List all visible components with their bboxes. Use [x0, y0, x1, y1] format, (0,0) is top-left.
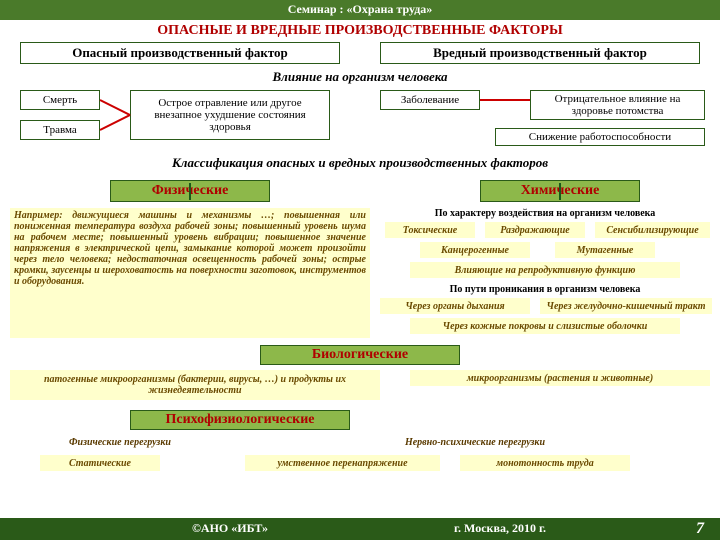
acute-box: Острое отравление или другое внезапное у… — [130, 90, 330, 140]
mental: умственное перенапряжение — [245, 455, 440, 471]
irritating: Раздражающие — [485, 222, 585, 238]
influence-title: Влияние на организм человека — [0, 68, 720, 86]
mutagenic: Мутагенные — [555, 242, 655, 258]
physical-header: Физические — [110, 180, 270, 202]
phys-overload: Физические перегрузки — [30, 435, 210, 449]
harmful-factor: Вредный производственный фактор — [380, 42, 700, 64]
biological-header: Биологические — [260, 345, 460, 365]
footer-bar: ©АНО «ИБТ» г. Москва, 2010 г. 7 — [0, 518, 720, 540]
nerv-overload: Нервно-психические перегрузки — [350, 435, 600, 449]
main-title: ОПАСНЫЕ И ВРЕДНЫЕ ПРОИЗВОДСТВЕННЫЕ ФАКТО… — [0, 22, 720, 40]
injury-box: Травма — [20, 120, 100, 140]
dangerous-factor: Опасный производственный фактор — [20, 42, 340, 64]
reproductive: Влияющие на репродуктивную функцию — [410, 262, 680, 278]
skin: Через кожные покровы и слизистые оболочк… — [410, 318, 680, 334]
gastro: Через желудочно-кишечный тракт — [540, 298, 712, 314]
footer-mid: г. Москва, 2010 г. — [400, 518, 600, 540]
footer-page: 7 — [680, 518, 720, 540]
death-box: Смерть — [20, 90, 100, 110]
psycho-header: Психофизиологические — [130, 410, 350, 430]
header-bar: Семинар : «Охрана труда» — [0, 0, 720, 20]
decline-box: Снижение работоспособности — [495, 128, 705, 146]
cancerogenic: Канцерогенные — [420, 242, 530, 258]
monotony: монотонность труда — [460, 455, 630, 471]
bio-pathogenic: патогенные микроорганизмы (бактерии, вир… — [10, 370, 380, 400]
negative-box: Отрицательное влияние на здоровье потомс… — [530, 90, 705, 120]
respiratory: Через органы дыхания — [380, 298, 530, 314]
bio-microorganisms: микроорганизмы (растения и животные) — [410, 370, 710, 386]
disease-box: Заболевание — [380, 90, 480, 110]
chemical-header: Химические — [480, 180, 640, 202]
footer-left: ©АНО «ИБТ» — [140, 518, 320, 540]
toxic: Токсические — [385, 222, 475, 238]
sensibilizing: Сенсибилизирующие — [595, 222, 710, 238]
classification-title: Классификация опасных и вредных производ… — [120, 148, 600, 178]
static: Статические — [40, 455, 160, 471]
by-effect-title: По характеру воздействия на организм чел… — [380, 206, 710, 220]
by-path-title: По пути проникания в организм человека — [380, 282, 710, 296]
physical-examples: Например: движущиеся машины и механизмы … — [10, 208, 370, 338]
